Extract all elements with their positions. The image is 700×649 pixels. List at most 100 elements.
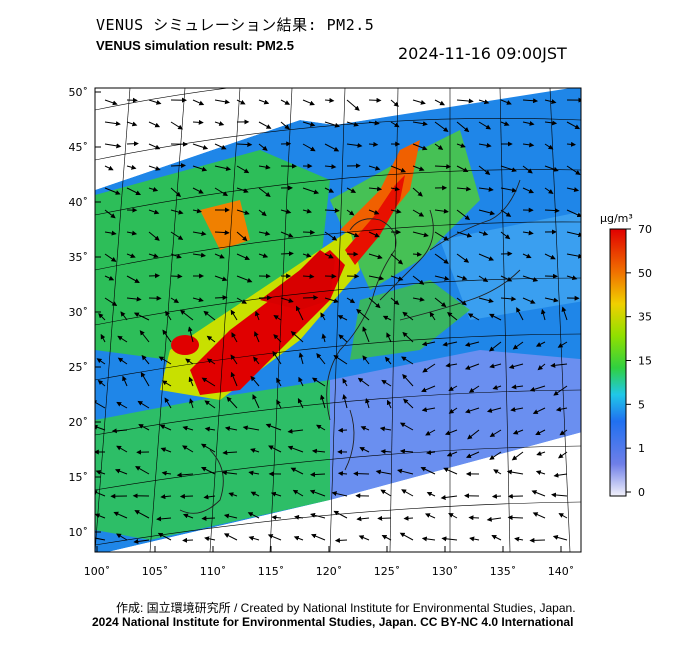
- wind-arrow: [309, 489, 326, 497]
- wind-arrow: [456, 231, 473, 238]
- wind-arrow: [456, 297, 467, 306]
- wind-arrow: [188, 376, 194, 387]
- wind-arrow: [214, 143, 227, 150]
- wind-arrow: [380, 448, 392, 454]
- wind-arrow: [478, 99, 490, 105]
- wind-arrow: [298, 376, 304, 387]
- wind-arrow: [280, 121, 290, 130]
- lon-label: 115˚: [258, 565, 285, 578]
- wind-arrow: [98, 313, 106, 321]
- wind-arrow: [478, 121, 492, 130]
- wind-arrow: [368, 186, 383, 192]
- lat-label: 15˚: [69, 471, 89, 484]
- wind-arrow: [96, 358, 106, 365]
- wind-arrow: [412, 275, 425, 285]
- wind-arrow: [231, 332, 238, 343]
- wind-arrow: [401, 489, 414, 497]
- wind-arrow: [133, 538, 150, 544]
- wind-arrow: [566, 141, 576, 147]
- credit-line: 作成: 国立環境研究所 / Created by National Instit…: [116, 601, 576, 615]
- wind-arrow: [271, 515, 282, 521]
- wind-arrow: [226, 396, 238, 409]
- wind-arrow: [295, 305, 304, 321]
- wind-arrow: [250, 375, 260, 387]
- wind-arrow: [397, 468, 414, 475]
- wind-arrow: [532, 407, 546, 414]
- wind-arrow: [135, 466, 150, 475]
- wind-arrow: [512, 341, 524, 350]
- wind-arrow: [368, 231, 380, 238]
- wind-arrow: [302, 121, 316, 127]
- wind-arrow: [302, 208, 312, 214]
- wind-arrow: [362, 355, 370, 365]
- wind-arrow: [489, 341, 502, 352]
- wind-arrow: [324, 297, 339, 304]
- wind-arrow: [158, 356, 172, 365]
- wind-arrow: [478, 186, 494, 192]
- wind-arrow: [434, 297, 447, 308]
- wind-arrow: [384, 356, 392, 365]
- lon-label: 120˚: [316, 565, 343, 578]
- wind-arrow: [421, 385, 436, 393]
- wind-arrow: [381, 379, 392, 387]
- wind-arrow: [214, 275, 228, 282]
- wind-arrow: [446, 451, 458, 457]
- wind-arrow: [236, 142, 253, 148]
- wind-arrow: [182, 537, 194, 543]
- wind-arrow: [412, 296, 425, 302]
- wind-arrow: [368, 275, 385, 281]
- wind-arrow: [192, 252, 206, 258]
- wind-arrow: [324, 231, 338, 241]
- wind-arrow: [522, 297, 536, 304]
- wind-arrow: [412, 231, 429, 238]
- wind-arrow: [478, 209, 496, 216]
- lat-label: 10˚: [69, 526, 89, 539]
- wind-arrow: [236, 187, 249, 193]
- wind-arrow: [359, 447, 370, 453]
- wind-arrow: [448, 385, 458, 391]
- wind-arrow: [104, 275, 115, 281]
- wind-arrow: [346, 209, 355, 216]
- wind-arrow: [182, 445, 194, 453]
- wind-arrow: [192, 119, 204, 125]
- wind-arrow: [468, 385, 480, 393]
- wind-arrow: [478, 165, 491, 176]
- colorbar-tick-label: 70: [638, 223, 652, 236]
- wind-arrow: [403, 398, 414, 409]
- wind-arrow: [566, 121, 581, 130]
- wind-arrow: [544, 165, 559, 172]
- wind-arrow: [426, 491, 436, 497]
- lon-label: 130˚: [432, 565, 459, 578]
- wind-arrow: [280, 297, 294, 303]
- wind-arrow: [192, 143, 209, 150]
- wind-arrow: [236, 297, 247, 304]
- wind-arrow: [104, 297, 118, 306]
- wind-arrow: [159, 424, 172, 431]
- wind-arrow: [192, 231, 207, 236]
- wind-arrow: [500, 187, 517, 193]
- wind-arrow: [302, 295, 319, 301]
- wind-arrow: [324, 97, 335, 103]
- wind-arrow: [508, 363, 524, 369]
- wind-arrow: [302, 143, 316, 152]
- wind-arrow: [491, 493, 502, 499]
- wind-arrow: [258, 187, 271, 198]
- wind-arrow: [161, 470, 172, 476]
- wind-arrow: [201, 515, 216, 521]
- wind-arrow: [114, 468, 128, 475]
- wind-arrow: [116, 401, 128, 409]
- wind-arrow: [456, 98, 474, 104]
- wind-arrow: [412, 121, 428, 127]
- wind-arrow: [206, 335, 216, 343]
- colorbar: [609, 228, 627, 497]
- wind-arrow: [421, 407, 436, 413]
- high-pm-center: [260, 250, 335, 310]
- wind-arrow: [104, 209, 116, 219]
- wind-arrow: [126, 164, 137, 170]
- wind-arrow: [516, 307, 524, 321]
- wind-arrow: [148, 165, 161, 171]
- wind-arrow: [434, 121, 449, 132]
- wind-arrow: [489, 429, 502, 438]
- wind-arrow: [557, 451, 568, 459]
- wind-arrow: [368, 97, 382, 103]
